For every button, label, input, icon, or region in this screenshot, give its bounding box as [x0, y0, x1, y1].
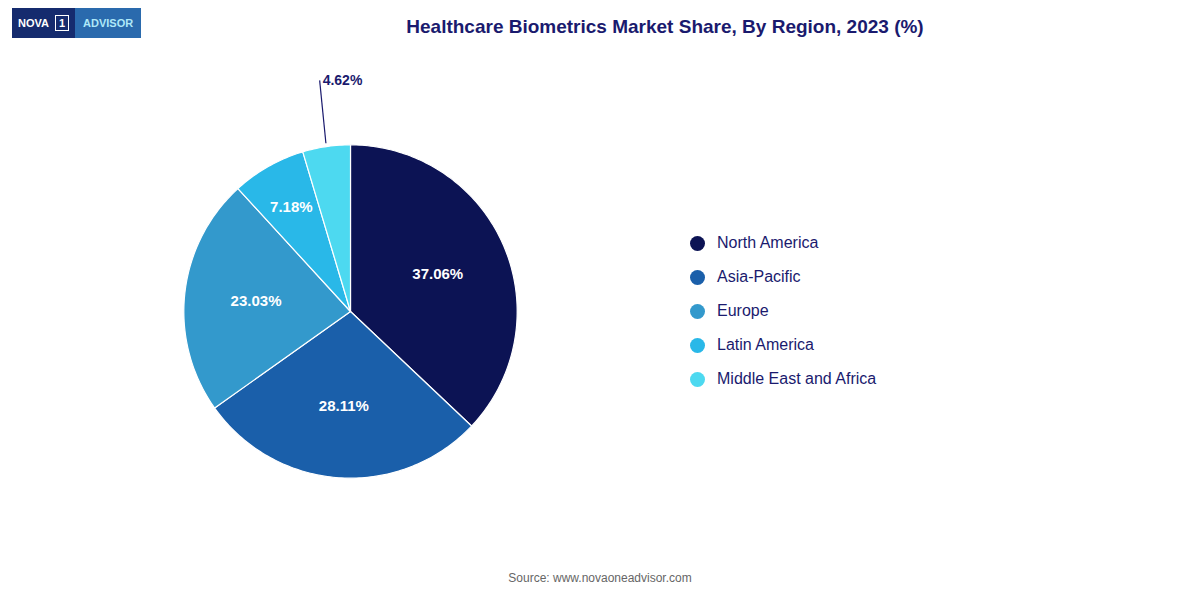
- html-text:Latin America: Latin America: [717, 336, 814, 353]
- html-text:Europe: Europe: [717, 302, 769, 319]
- html-text:Healthcare Biometrics Market S: Healthcare Biometrics Market Share, By R…: [406, 16, 924, 37]
- svg-text:23.03%: 23.03%: [231, 292, 282, 309]
- svg-text:37.06%: 37.06%: [412, 265, 463, 282]
- svg-text:4.62%: 4.62%: [323, 72, 363, 88]
- html-text:Source: www.novaoneadvisor.com: Source: www.novaoneadvisor.com: [508, 571, 692, 585]
- svg-text:28.11%: 28.11%: [319, 397, 369, 414]
- html-text:NOVA: NOVA: [18, 17, 49, 29]
- svg-text:7.18%: 7.18%: [270, 198, 313, 215]
- html-text:1: 1: [59, 17, 66, 29]
- html-text:North America: North America: [717, 234, 819, 251]
- html-text:Middle East and Africa: Middle East and Africa: [717, 370, 877, 387]
- html-text:Asia-Pacific: Asia-Pacific: [717, 268, 801, 285]
- html-text:ADVISOR: ADVISOR: [83, 17, 134, 29]
